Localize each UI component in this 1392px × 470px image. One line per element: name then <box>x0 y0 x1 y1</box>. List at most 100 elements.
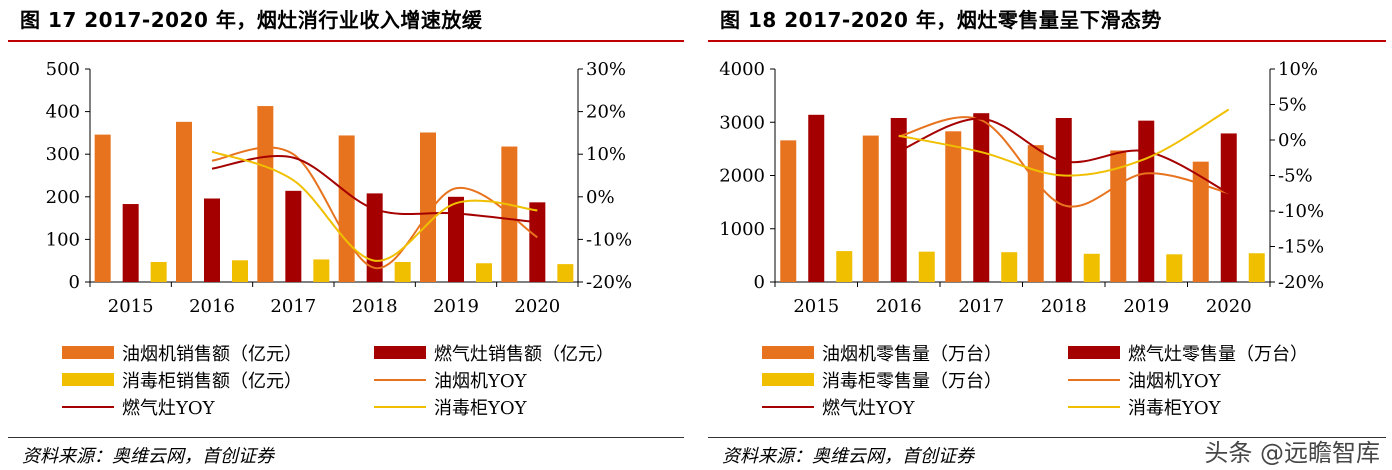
bar-1 <box>945 131 962 282</box>
left-tick-label: 400 <box>46 102 80 123</box>
right-tick-label: 10% <box>586 144 626 165</box>
legend-swatch <box>1068 346 1120 359</box>
right-tick-label: -10% <box>586 229 632 250</box>
bar-3 <box>313 259 330 282</box>
line-series-2 <box>898 117 1230 195</box>
bar-3 <box>1248 253 1265 282</box>
bar-2 <box>1055 117 1072 283</box>
x-tick-label: 2016 <box>876 296 922 317</box>
left-tick-label: 4000 <box>719 59 765 80</box>
x-tick-label: 2017 <box>958 296 1004 317</box>
right-tick-label: -10% <box>1278 201 1324 222</box>
figure-title: 图 18 2017-2020 年，烟灶零售量呈下滑态势 <box>720 8 1162 32</box>
x-tick-label: 2018 <box>1041 296 1087 317</box>
bar-2 <box>204 198 220 282</box>
legend-label: 油烟机YOY <box>434 371 528 392</box>
right-tick-label: 0% <box>586 187 615 208</box>
source-divider <box>708 437 1386 438</box>
x-tick-label: 2017 <box>270 296 316 317</box>
left-tick-label: 200 <box>46 187 80 208</box>
line-series-2 <box>211 154 538 224</box>
right-tick-label: -20% <box>1278 272 1324 293</box>
legend-label: 燃气灶YOY <box>122 398 216 419</box>
bar-1 <box>780 140 797 282</box>
x-tick-label: 2015 <box>108 296 154 317</box>
legend-label: 消毒柜YOY <box>434 398 528 419</box>
bar-3 <box>557 264 574 282</box>
legend-label: 消毒柜零售量（万台） <box>822 371 1002 392</box>
source-note: 资料来源：奥维云网，首创证券 <box>722 446 974 467</box>
bar-1 <box>1027 145 1044 282</box>
bar-3 <box>836 251 853 282</box>
watermark: 头条 @远瞻智库 <box>1204 439 1380 467</box>
right-tick-label: 0% <box>1278 130 1307 151</box>
x-tick-label: 2019 <box>1123 296 1169 317</box>
bar-1 <box>1192 161 1209 282</box>
bar-2 <box>1138 120 1155 282</box>
left-tick-label: 0 <box>69 272 80 293</box>
right-tick-label: -20% <box>586 272 632 293</box>
bar-3 <box>1166 254 1183 282</box>
bar-3 <box>150 261 167 282</box>
line-series-1 <box>898 116 1229 208</box>
source-divider <box>8 437 684 438</box>
bar-2 <box>529 202 546 282</box>
line-series-3 <box>898 108 1230 177</box>
legend-label: 油烟机YOY <box>1128 371 1222 392</box>
bar-3 <box>1001 252 1018 282</box>
bar-1 <box>257 106 274 282</box>
left-tick-label: 2000 <box>719 166 765 187</box>
right-tick-label: 10% <box>1278 59 1318 80</box>
x-tick-label: 2019 <box>433 296 479 317</box>
bar-3 <box>1083 253 1100 282</box>
bar-1 <box>94 134 111 282</box>
right-tick-label: 5% <box>1278 95 1307 116</box>
legend-label: 油烟机零售量（万台） <box>822 344 1002 365</box>
right-tick-label: -15% <box>1278 237 1324 258</box>
x-tick-label: 2018 <box>352 296 398 317</box>
legend-label: 消毒柜YOY <box>1128 398 1222 419</box>
legend-swatch <box>374 346 426 359</box>
title-divider <box>708 40 1386 42</box>
left-tick-label: 300 <box>46 144 80 165</box>
chart-panel-fig18: 图 18 2017-2020 年，烟灶零售量呈下滑态势 0 1000 2000 300… <box>700 0 1392 470</box>
bar-1 <box>862 135 879 282</box>
bar-2 <box>808 114 825 282</box>
bar-3 <box>232 260 248 282</box>
left-tick-label: 3000 <box>719 112 765 133</box>
legend-label: 燃气灶销售额（亿元） <box>434 344 614 365</box>
right-tick-label: 30% <box>586 59 626 80</box>
bar-2 <box>448 196 464 282</box>
left-tick-label: 1000 <box>719 219 765 240</box>
left-tick-label: 0 <box>754 272 765 293</box>
x-tick-label: 2016 <box>189 296 235 317</box>
right-tick-label: 20% <box>586 102 626 123</box>
bar-2 <box>1220 133 1237 282</box>
legend-label: 燃气灶零售量（万台） <box>1128 344 1308 365</box>
bar-1 <box>420 132 436 282</box>
left-tick-label: 500 <box>46 59 80 80</box>
bar-2 <box>890 117 907 283</box>
chart-fig17: 0 100 200 300 400 500 -20% -10% 0% 10% 20% 30% 2015 2… <box>46 59 632 419</box>
right-tick-label: -5% <box>1278 166 1313 187</box>
x-tick-label: 2015 <box>793 296 839 317</box>
title-divider <box>8 40 684 42</box>
left-tick-label: 100 <box>46 229 80 250</box>
bar-3 <box>476 263 492 282</box>
source-note: 资料来源：奥维云网，首创证券 <box>22 446 274 467</box>
line-series-3 <box>211 150 538 262</box>
legend-label: 油烟机销售额（亿元） <box>122 344 302 365</box>
bar-2 <box>122 204 139 282</box>
legend-label: 燃气灶YOY <box>822 398 916 419</box>
chart-fig18: 0 1000 2000 3000 4000 -20% -15% -10% -5% 0% 5% 10% 2… <box>719 59 1324 419</box>
legend-swatch <box>62 373 114 386</box>
bar-2 <box>973 113 990 282</box>
line-series-1 <box>211 146 538 269</box>
legend-label: 消毒柜销售额（亿元） <box>122 371 302 392</box>
legend-swatch <box>762 373 814 386</box>
bar-2 <box>285 190 302 282</box>
legend-swatch <box>62 346 114 359</box>
bar-3 <box>394 261 411 282</box>
bar-1 <box>338 135 355 282</box>
x-tick-label: 2020 <box>1206 296 1252 317</box>
